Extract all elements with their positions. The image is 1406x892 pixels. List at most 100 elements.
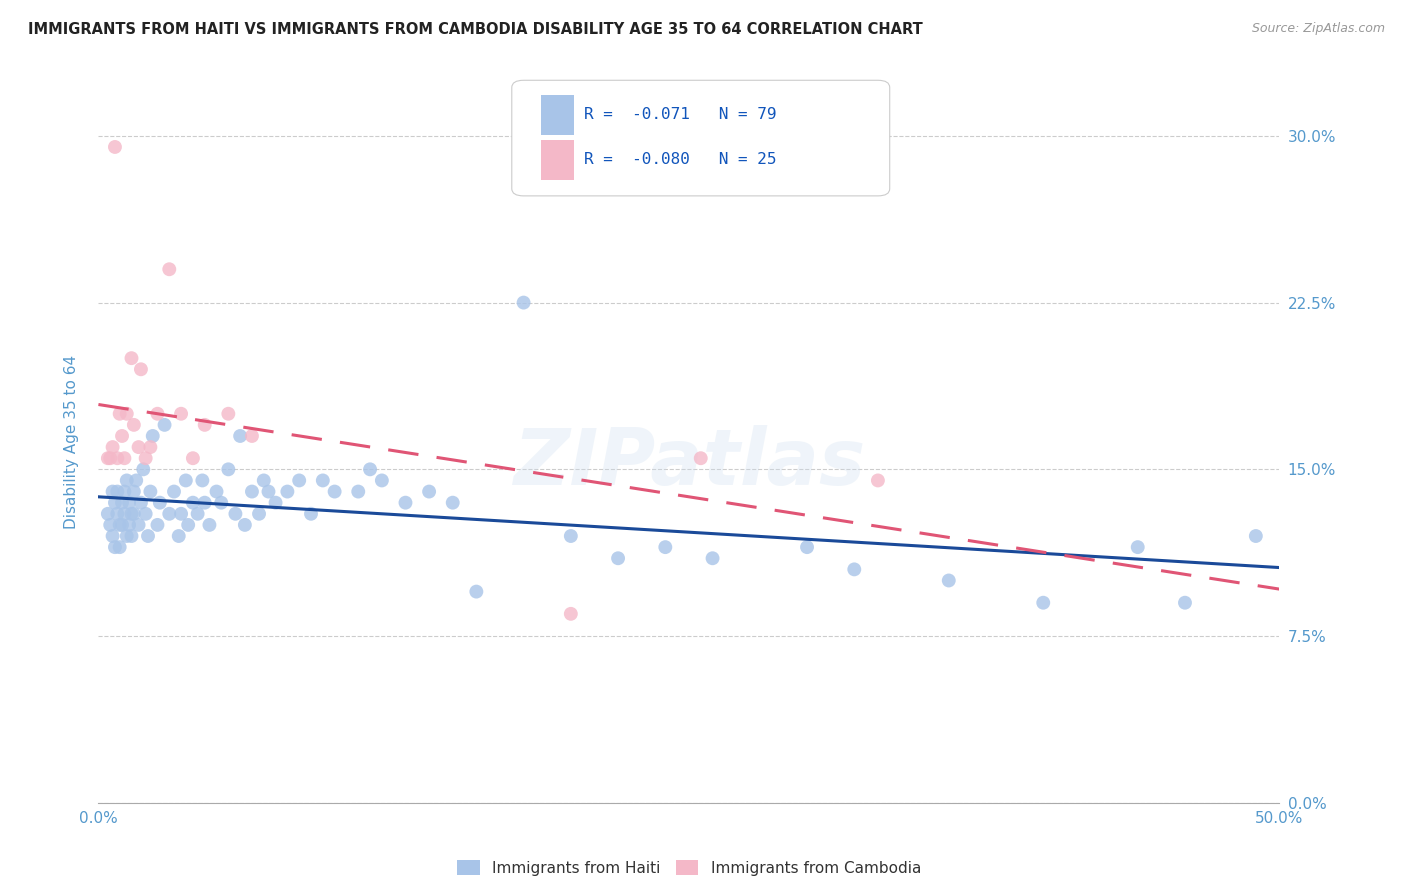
Point: [866, 474, 889, 488]
Point: [125, 474, 148, 488]
Point: [209, 496, 232, 510]
Point: [163, 484, 186, 499]
Point: [240, 484, 263, 499]
Text: IMMIGRANTS FROM HAITI VS IMMIGRANTS FROM CAMBODIA DISABILITY AGE 35 TO 64 CORREL: IMMIGRANTS FROM HAITI VS IMMIGRANTS FROM…: [28, 22, 922, 37]
Point: [1126, 540, 1149, 554]
Point: [112, 507, 135, 521]
Point: [607, 551, 630, 566]
Point: [153, 417, 176, 432]
Point: [371, 474, 394, 488]
Point: [465, 584, 488, 599]
Point: [132, 462, 155, 476]
Point: [142, 429, 165, 443]
Point: [128, 517, 150, 532]
Point: [101, 440, 124, 454]
Point: [111, 517, 134, 532]
Point: [1174, 596, 1197, 610]
Point: [135, 507, 157, 521]
Point: [105, 484, 128, 499]
Point: [98, 517, 121, 532]
Point: [118, 496, 141, 510]
Point: [111, 429, 134, 443]
Point: [233, 517, 256, 532]
Point: [121, 351, 143, 366]
Point: [118, 517, 141, 532]
Point: [312, 474, 335, 488]
Point: [240, 429, 263, 443]
Point: [121, 529, 143, 543]
Point: [253, 474, 276, 488]
Point: [108, 517, 131, 532]
Point: [108, 540, 131, 554]
Text: R =  -0.071   N = 79: R = -0.071 N = 79: [583, 107, 776, 122]
Point: [1032, 596, 1054, 610]
Point: [167, 529, 190, 543]
Point: [129, 496, 152, 510]
Bar: [541, 140, 575, 179]
Point: [181, 451, 204, 466]
Point: [257, 484, 280, 499]
Point: [288, 474, 311, 488]
Point: [217, 407, 239, 421]
Point: [146, 517, 169, 532]
Point: [512, 295, 534, 310]
Point: [796, 540, 818, 554]
Point: [157, 507, 180, 521]
Point: [97, 507, 120, 521]
Point: [149, 496, 172, 510]
Point: [205, 484, 228, 499]
Y-axis label: Disability Age 35 to 64: Disability Age 35 to 64: [65, 354, 79, 529]
Point: [194, 496, 217, 510]
Point: [323, 484, 346, 499]
Point: [111, 496, 134, 510]
Legend: Immigrants from Haiti, Immigrants from Cambodia: Immigrants from Haiti, Immigrants from C…: [451, 854, 927, 882]
Point: [247, 507, 270, 521]
Point: [105, 507, 128, 521]
Point: [264, 496, 287, 510]
Point: [115, 474, 138, 488]
Point: [174, 474, 197, 488]
Point: [418, 484, 440, 499]
Point: [108, 407, 131, 421]
Point: [181, 496, 204, 510]
Point: [560, 529, 582, 543]
Point: [1244, 529, 1267, 543]
Point: [139, 440, 162, 454]
Point: [702, 551, 724, 566]
Point: [101, 529, 124, 543]
Point: [105, 451, 128, 466]
FancyBboxPatch shape: [512, 80, 890, 196]
Point: [191, 474, 214, 488]
Point: [187, 507, 209, 521]
Point: [112, 451, 135, 466]
Point: [177, 517, 200, 532]
Point: [560, 607, 582, 621]
Point: [115, 407, 138, 421]
Point: [844, 562, 866, 576]
Point: [276, 484, 298, 499]
Point: [157, 262, 180, 277]
Point: [104, 140, 127, 154]
Point: [122, 417, 145, 432]
Point: [198, 517, 221, 532]
Point: [194, 417, 217, 432]
Point: [129, 362, 152, 376]
Point: [112, 484, 135, 499]
Point: [104, 496, 127, 510]
Bar: [541, 95, 575, 135]
Text: ZIPatlas: ZIPatlas: [513, 425, 865, 501]
Point: [97, 451, 120, 466]
Point: [229, 429, 252, 443]
Text: R =  -0.080   N = 25: R = -0.080 N = 25: [583, 153, 776, 168]
Point: [347, 484, 370, 499]
Text: Source: ZipAtlas.com: Source: ZipAtlas.com: [1251, 22, 1385, 36]
Point: [146, 407, 169, 421]
Point: [170, 507, 193, 521]
Point: [441, 496, 464, 510]
Point: [654, 540, 676, 554]
Point: [122, 484, 145, 499]
Point: [115, 529, 138, 543]
Point: [394, 496, 416, 510]
Point: [104, 540, 127, 554]
Point: [101, 484, 124, 499]
